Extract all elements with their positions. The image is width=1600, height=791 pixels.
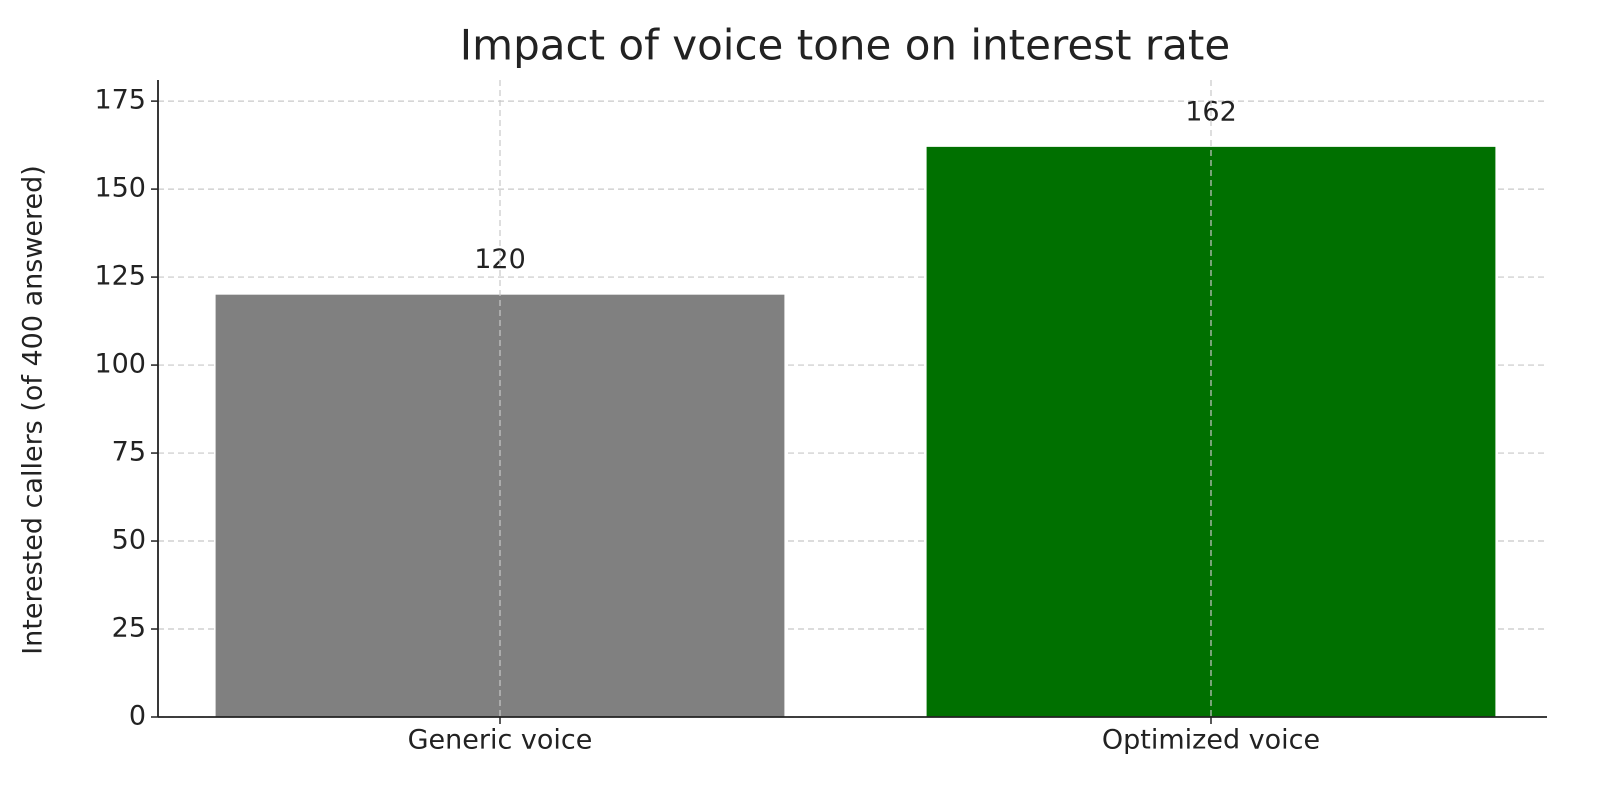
y-tick-label: 0 — [129, 701, 146, 732]
y-tick-label: 150 — [94, 173, 146, 204]
chart-title: Impact of voice tone on interest rate — [460, 21, 1230, 70]
y-axis-label: Interested callers (of 400 answered) — [18, 165, 49, 655]
x-tick-label: Optimized voice — [1102, 725, 1320, 756]
y-tick-label: 75 — [112, 437, 146, 468]
y-tick-label: 50 — [112, 525, 146, 556]
y-tick-label: 175 — [94, 85, 146, 116]
y-tick-label: 100 — [94, 349, 146, 380]
y-tick-label: 125 — [94, 261, 146, 292]
y-tick-label: 25 — [112, 613, 146, 644]
x-tick-label: Generic voice — [408, 725, 593, 756]
